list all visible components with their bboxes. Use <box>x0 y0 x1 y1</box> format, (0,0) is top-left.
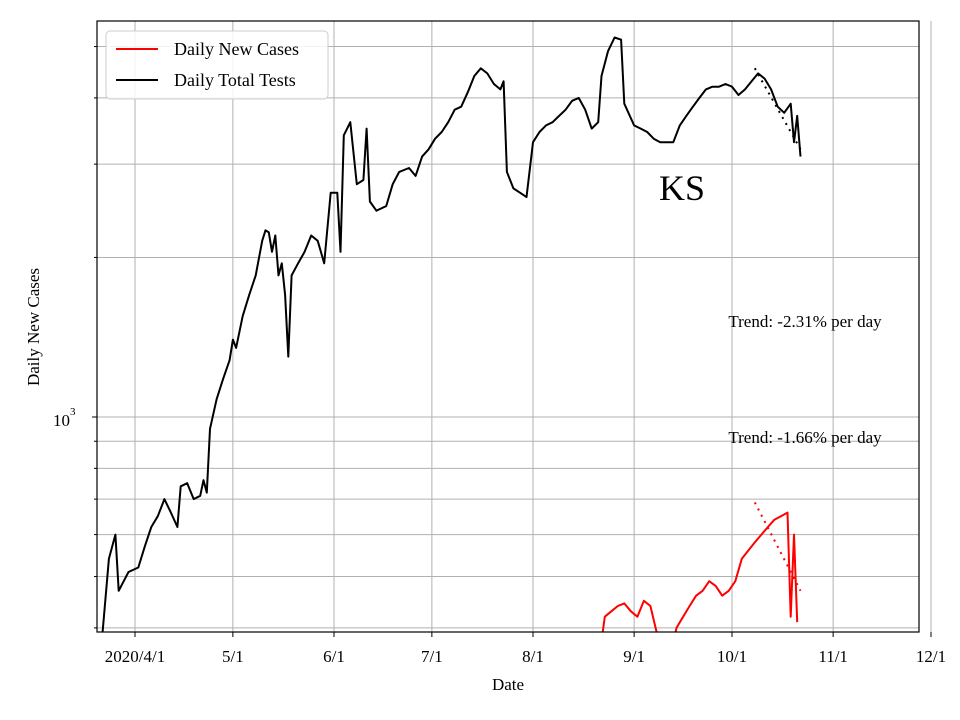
plot-frame <box>96 20 920 633</box>
legend-box <box>105 30 329 100</box>
x-tick-label: 10/1 <box>717 647 747 666</box>
x-tick-label: 8/1 <box>522 647 544 666</box>
axis-ticks: 2020/4/1 5/1 6/1 7/1 8/1 9/1 10/1 11/1 12/1 <box>92 46 946 666</box>
x-tick-label: 7/1 <box>421 647 443 666</box>
trend-annotation-tests: Trend: -2.31% per day <box>728 312 882 331</box>
legend-label-tests: Daily Total Tests <box>174 70 296 90</box>
trend-line-daily-total-tests <box>753 67 802 150</box>
state-label: KS <box>659 168 705 208</box>
series-layer <box>101 36 802 632</box>
x-tick-label: 2020/4/1 <box>105 647 165 666</box>
grid-lines <box>97 21 932 632</box>
x-tick-label: 9/1 <box>623 647 645 666</box>
series-line-daily-total-tests <box>101 36 802 632</box>
x-tick-label: 5/1 <box>222 647 244 666</box>
y-tick-exponent: 3 <box>70 406 76 418</box>
trend-annotation-cases: Trend: -1.66% per day <box>728 428 882 447</box>
x-tick-label: 11/1 <box>818 647 848 666</box>
y-tick-base: 10 <box>53 411 70 430</box>
legend: Daily New Cases Daily Total Tests <box>105 30 329 100</box>
series-line-daily-new-cases <box>601 511 799 632</box>
x-axis-label: Date <box>492 675 524 694</box>
x-tick-label: 6/1 <box>323 647 345 666</box>
trend-line-daily-new-cases <box>753 501 802 592</box>
y-axis-label: Daily New Cases <box>24 268 43 386</box>
legend-label-cases: Daily New Cases <box>174 39 299 59</box>
y-tick-label-1000: 10 3 <box>53 406 76 430</box>
x-tick-label: 12/1 <box>916 647 946 666</box>
